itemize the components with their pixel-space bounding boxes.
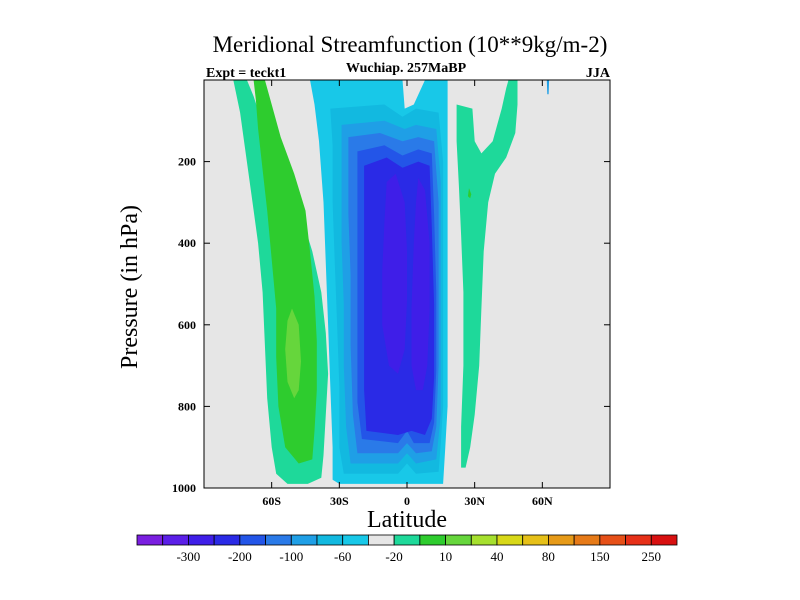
x-tick-label: 30S — [330, 494, 349, 508]
contour-region-sh-positive-core — [253, 80, 317, 464]
x-tick-label: 60S — [262, 494, 281, 508]
x-tick-label: 30N — [464, 494, 485, 508]
contour-fill-layer — [233, 80, 550, 484]
experiment-label: Expt = teckt1 — [206, 66, 286, 81]
y-tick-label: 400 — [178, 236, 196, 250]
y-tick-label: 800 — [178, 399, 196, 413]
colorbar-swatch — [162, 534, 189, 546]
colorbar-label: 250 — [642, 549, 662, 564]
plot-area: 60S 30S 0 30N 60N 200 400 600 800 1000 — [172, 79, 611, 508]
colorbar-swatch — [445, 534, 472, 546]
x-axis-label: Latitude — [367, 507, 447, 533]
x-tick-label: 60N — [532, 494, 553, 508]
contour-region-nh-positive-small — [467, 188, 472, 199]
colorbar-swatch — [470, 534, 498, 546]
colorbar-swatch — [213, 534, 241, 546]
colorbar-swatch — [419, 534, 446, 546]
colorbar-swatch — [290, 534, 318, 546]
colorbar-swatch — [316, 534, 344, 546]
colorbar-swatch — [393, 534, 421, 546]
colorbar-swatch — [573, 534, 601, 546]
colorbar-label: -200 — [228, 549, 252, 564]
colorbar-label: 40 — [491, 549, 504, 564]
colorbar — [136, 534, 678, 546]
colorbar-swatch — [496, 534, 524, 546]
y-axis-label: Pressure (in hPa) — [117, 205, 143, 369]
colorbar-swatch — [188, 534, 215, 546]
colorbar-label: -20 — [385, 549, 402, 564]
contour-region-equator-negative-7 — [382, 173, 407, 374]
colorbar-swatch — [625, 534, 652, 546]
chart-title: Meridional Streamfunction (10**9kg/m-2) — [213, 32, 608, 57]
season-label: JJA — [586, 66, 611, 81]
colorbar-label: 10 — [439, 549, 452, 564]
colorbar-swatch — [548, 534, 575, 546]
colorbar-swatch — [650, 534, 678, 546]
colorbar-label: 80 — [542, 549, 555, 564]
x-axis-ticks: 60S 30S 0 30N 60N — [262, 80, 553, 508]
colorbar-label: -60 — [334, 549, 351, 564]
colorbar-swatch — [342, 534, 369, 546]
colorbar-swatch — [522, 534, 549, 546]
colorbar-swatch — [599, 534, 626, 546]
colorbar-swatch — [239, 534, 266, 546]
colorbar-labels: -300 -200 -100 -60 -20 10 40 80 150 250 — [176, 549, 661, 564]
contour-region-nh-positive-outer — [456, 80, 518, 468]
colorbar-swatch — [265, 534, 292, 546]
colorbar-label: -100 — [279, 549, 303, 564]
colorbar-label: -300 — [176, 549, 200, 564]
y-tick-label: 600 — [178, 318, 196, 332]
contour-region-sh-positive-max — [285, 308, 301, 399]
colorbar-swatch — [368, 534, 395, 546]
contour-region-nh-high-lat-sliver — [546, 80, 550, 95]
x-tick-label: 0 — [404, 494, 410, 508]
chart-subtitle: Wuchiap. 257MaBP — [346, 61, 467, 76]
y-tick-label: 200 — [178, 155, 196, 169]
colorbar-label: 150 — [590, 549, 610, 564]
y-tick-label: 1000 — [172, 481, 196, 495]
contour-region-equator-negative-8 — [411, 177, 430, 391]
y-axis-ticks: 200 400 600 800 1000 — [172, 155, 610, 495]
colorbar-swatch — [136, 534, 164, 546]
